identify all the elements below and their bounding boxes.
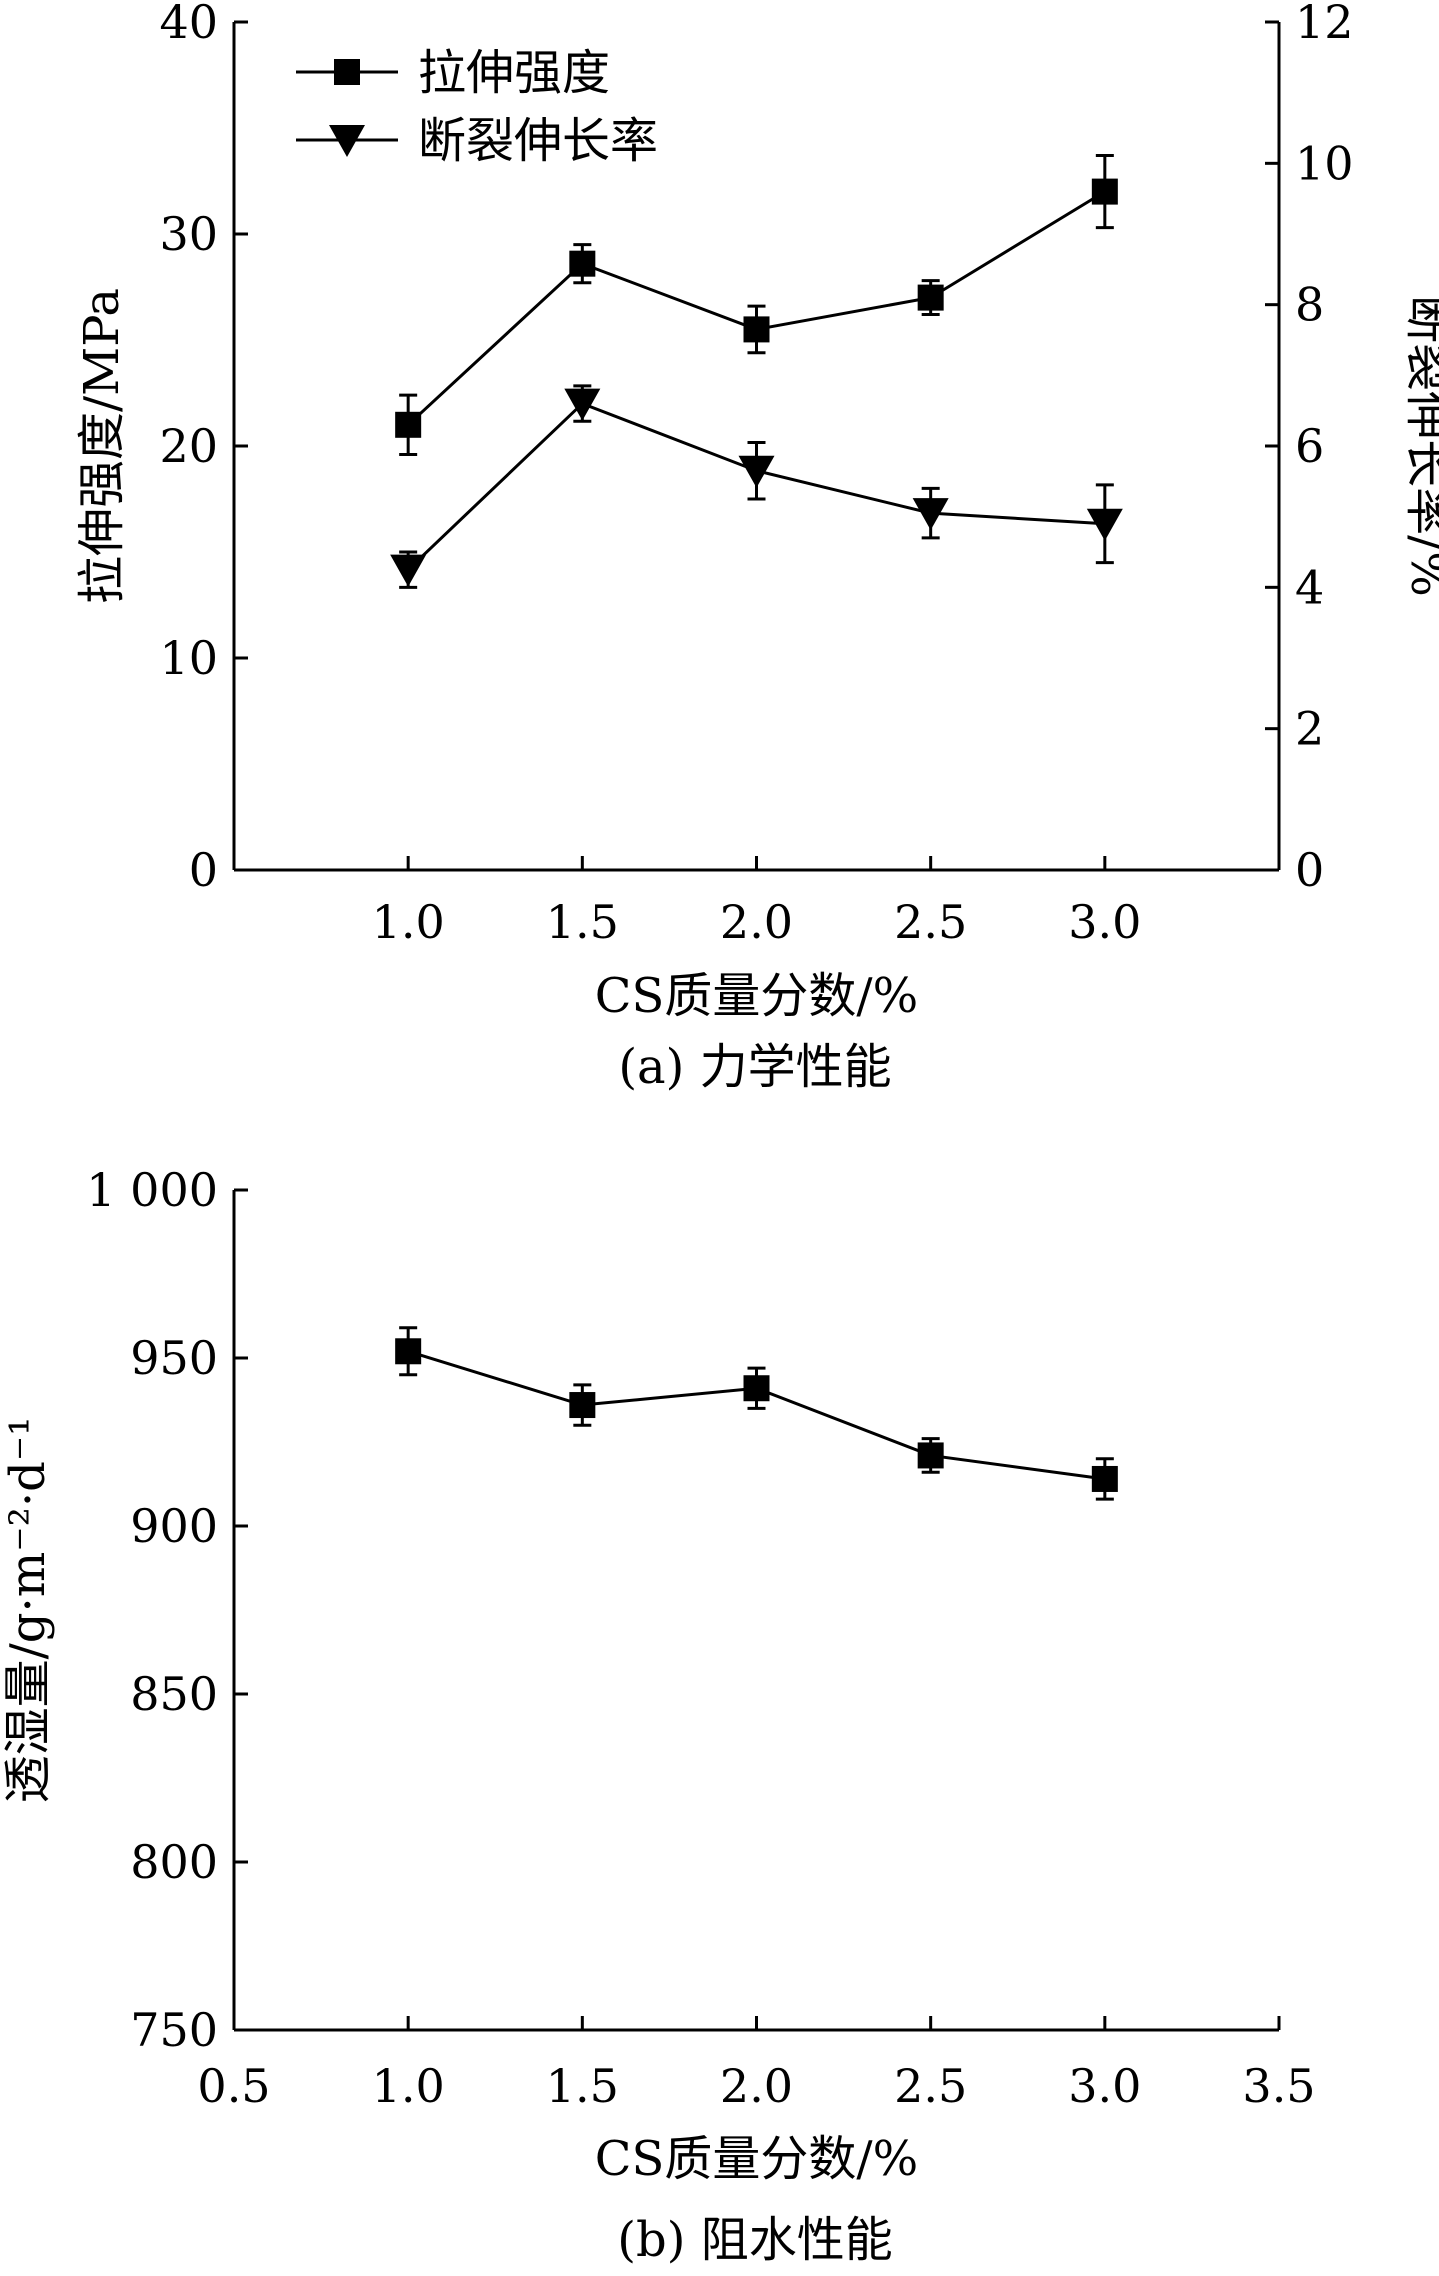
data-point	[743, 316, 770, 343]
y-axis-title: 拉伸强度/MPa	[74, 288, 130, 604]
y2-tick-label: 12	[1295, 0, 1354, 49]
y-tick-label: 900	[130, 1499, 218, 1553]
data-point	[917, 284, 944, 311]
data-point	[1086, 508, 1123, 541]
x-tick-label: 3.0	[1068, 895, 1141, 949]
x-axis-title: CS质量分数/%	[595, 968, 918, 1024]
y-tick-label: 10	[159, 631, 218, 685]
y-tick-label: 1 000	[86, 1163, 218, 1217]
y2-tick-label: 10	[1295, 136, 1354, 190]
y-tick-label: 750	[130, 2003, 218, 2057]
y2-axis-title: 断裂伸长率/%	[1400, 295, 1439, 597]
y2-tick-label: 8	[1295, 278, 1324, 332]
y-tick-label: 950	[130, 1331, 218, 1385]
data-point	[395, 1338, 422, 1365]
x-tick-label: 2.0	[720, 895, 793, 949]
x-tick-label: 2.5	[894, 2059, 967, 2113]
x-tick-label: 1.5	[546, 2059, 619, 2113]
x-tick-label: 1.5	[546, 895, 619, 949]
x-tick-label: 1.0	[372, 895, 445, 949]
data-point	[1091, 178, 1118, 205]
panel-a-mechanical: 0 10 20 30 40 0 2 4 6 8 10 12 1.0 1.5 2.0 2.5 3.0 CS质量分数/…	[74, 0, 1439, 1095]
x-tick-label: 0.5	[197, 2059, 270, 2113]
panel-caption: (b) 阻水性能	[617, 2212, 892, 2268]
x-tick-label: 2.5	[894, 895, 967, 949]
series-square	[395, 154, 1118, 456]
data-point	[917, 1442, 944, 1469]
x-tick-label: 2.0	[720, 2059, 793, 2113]
y2-tick-label: 6	[1295, 419, 1324, 473]
data-point	[743, 1375, 770, 1402]
y-tick-label: 800	[130, 1835, 218, 1889]
legend-marker	[334, 59, 360, 85]
data-point	[1091, 1465, 1118, 1492]
legend-label: 拉伸强度	[418, 45, 610, 101]
data-point	[569, 1392, 596, 1419]
legend-marker	[329, 125, 365, 157]
data-point	[564, 388, 601, 421]
data-point	[912, 498, 949, 531]
panel-caption: (a) 力学性能	[618, 1039, 891, 1095]
y-tick-label: 0	[189, 843, 218, 897]
y2-tick-label: 4	[1295, 560, 1324, 614]
data-point	[738, 455, 775, 488]
y-tick-label: 40	[159, 0, 218, 49]
series-square	[395, 1326, 1118, 1501]
y-tick-label: 850	[130, 1667, 218, 1721]
legend-label: 断裂伸长率	[418, 113, 658, 169]
data-point	[390, 554, 427, 587]
x-tick-label: 3.0	[1068, 2059, 1141, 2113]
y-tick-label: 20	[159, 419, 218, 473]
y2-tick-label: 0	[1295, 843, 1324, 897]
y-tick-label: 30	[159, 207, 218, 261]
x-tick-label: 1.0	[372, 2059, 445, 2113]
panel-b-water-resistance: 750 800 850 900 950 1 000 0.5 1.0 1.5 2.0 2.5 3.0 3.…	[0, 1163, 1316, 2268]
x-tick-label: 3.5	[1242, 2059, 1315, 2113]
x-axis-title: CS质量分数/%	[595, 2131, 918, 2187]
data-point	[569, 250, 596, 277]
y2-tick-label: 2	[1295, 702, 1324, 756]
y-axis-title: 透湿量/g·m⁻²·d⁻¹	[0, 1417, 56, 1804]
data-point	[395, 411, 422, 438]
series-triangle	[390, 384, 1123, 589]
